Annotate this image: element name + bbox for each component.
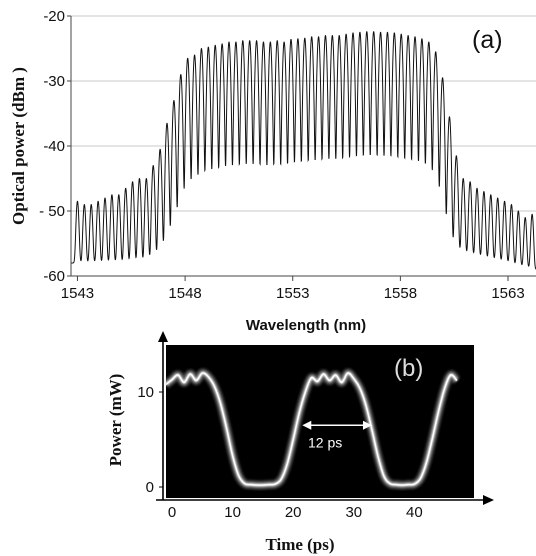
panel-a-x-tick-label: 1558 (384, 285, 417, 302)
panel-a-x-tick-label: 1553 (276, 285, 309, 302)
panel-a-chart: 1543 1548 1553 1558 1563 -20 -30 -40 - 50 -60 (a… (9, 8, 536, 334)
panel-b-x-axis-arrow (483, 495, 494, 505)
panel-a-grid (71, 15, 536, 212)
panel-a-x-tick-label: 1543 (61, 285, 94, 302)
panel-b-label: (b) (394, 355, 423, 382)
panel-b-annotation: 12 ps (302, 420, 372, 450)
panel-b-x-tick-label: 10 (224, 504, 241, 521)
panel-a-y-tick-label: -30 (43, 73, 65, 90)
annotation-arrow-head-left (302, 420, 312, 430)
panel-a-y-tick-label: -60 (43, 268, 65, 285)
panel-b-x-axis-label: Time (ps) (265, 535, 334, 554)
panel-b-y-tick-label: 0 (146, 479, 154, 496)
annotation-label: 12 ps (308, 434, 342, 450)
panel-b-x-tick-label: 30 (345, 504, 362, 521)
panel-a-x-tick-label: 1548 (168, 285, 201, 302)
panel-b-plot-background (166, 345, 474, 498)
panel-a-y-tick-label: -40 (43, 138, 65, 155)
panel-b-x-ticks: 0 10 20 30 40 (168, 504, 423, 521)
panel-b-x-tick-label: 20 (285, 504, 302, 521)
panel-a-y-tick-label: -20 (43, 8, 65, 25)
panel-b-y-ticks: 0 10 (137, 384, 163, 496)
panel-b-y-axis-label: Power (mW) (106, 374, 125, 467)
panel-a-x-ticks: 1543 1548 1553 1558 1563 (61, 276, 525, 302)
annotation-arrow-head-right (362, 420, 372, 430)
panel-a-y-axis-label: Optical power (dBm ) (9, 67, 28, 225)
panel-b-trace-core (165, 372, 458, 486)
panel-a-x-axis-label: Wavelength (nm) (246, 317, 366, 334)
panel-b-y-axis-arrow (158, 331, 168, 342)
panel-b-x-tick-label: 0 (168, 504, 176, 521)
panel-b-chart: 12 ps (b) 0 10 20 30 40 0 10 Time (ps) Power … (106, 331, 494, 554)
panel-a-y-tick-label: - 50 (39, 203, 65, 220)
panel-a-label: (a) (472, 26, 503, 54)
panel-a-x-tick-label: 1563 (491, 285, 524, 302)
panel-b-x-tick-label: 40 (406, 504, 423, 521)
panel-b-y-tick-label: 10 (137, 384, 154, 401)
panel-a-y-ticks: -20 -30 -40 - 50 -60 (39, 8, 71, 285)
panel-a-spectrum-line (71, 31, 536, 270)
